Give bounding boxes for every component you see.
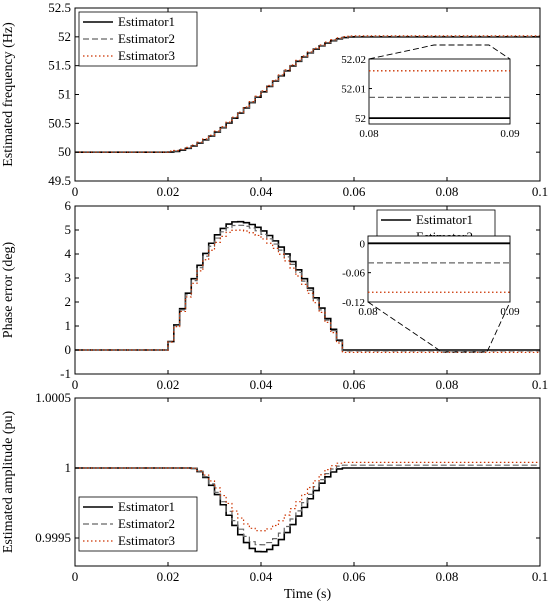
legend-label: Estimator3 xyxy=(118,48,175,63)
zoom-connector xyxy=(367,301,511,353)
legend-label: Estimator1 xyxy=(118,14,175,29)
y-tick-label: 1 xyxy=(65,460,72,475)
legend-box xyxy=(78,496,198,552)
x-tick-label: 0.1 xyxy=(532,184,548,199)
y-tick-label: 0.9995 xyxy=(35,530,71,545)
inset-frame xyxy=(367,235,511,303)
inset-x-tick-label: 0.09 xyxy=(500,306,520,318)
y-tick-label: 1.0005 xyxy=(35,390,71,405)
inset-x-tick-label: 0.08 xyxy=(358,306,378,318)
zoom-inset: 0 -0.06 -0.120.08 0.09 xyxy=(342,235,520,353)
x-tick-label: 0 xyxy=(72,377,79,392)
y-tick-label: 3 xyxy=(65,270,72,285)
series-line-3 xyxy=(75,461,540,532)
legend-label: Estimator2 xyxy=(118,516,175,531)
y-axis-label: Phase error (deg) xyxy=(1,241,16,338)
inset-y-tick-label: -0.06 xyxy=(342,268,365,280)
y-tick-label: 50 xyxy=(58,144,71,159)
y-tick-label: 49.5 xyxy=(48,173,71,188)
y-tick-label: 51.5 xyxy=(48,58,71,73)
inset-frame xyxy=(368,58,511,125)
series-line-2 xyxy=(75,224,540,352)
x-tick-label: 0.04 xyxy=(250,377,273,392)
series-line-3 xyxy=(75,35,540,153)
y-tick-label: -1 xyxy=(60,366,71,381)
x-tick-label: 0.04 xyxy=(250,184,273,199)
inset-y-tick-label: 52.02 xyxy=(341,54,366,66)
plot-frame xyxy=(74,397,541,567)
series-group xyxy=(75,220,540,353)
series-group xyxy=(75,35,540,153)
series-line-2 xyxy=(75,464,540,546)
y-tick-label: 0 xyxy=(65,342,72,357)
x-tick-label: 0 xyxy=(72,569,79,584)
x-tick-label: 0.08 xyxy=(436,569,459,584)
y-tick-label: 52 xyxy=(58,29,71,44)
chart-panel-3: 0 0.02 0.04 0.06 0.08 0.1 0.9995 1 1.0005 Estimat… xyxy=(1,390,548,602)
y-axis-label: Estimated amplitude (pu) xyxy=(1,411,16,554)
y-tick-label: 1 xyxy=(65,318,72,333)
legend-label: Estimator1 xyxy=(416,212,473,227)
x-tick-label: 0.1 xyxy=(532,377,548,392)
y-axis-label: Estimated frequency (Hz) xyxy=(1,22,16,167)
series-group xyxy=(75,461,540,553)
legend-label: Estimator3 xyxy=(118,533,175,548)
y-tick-label: 52.5 xyxy=(48,0,71,15)
inset-x-tick-label: 0.08 xyxy=(359,128,379,140)
y-tick-label: 4 xyxy=(65,246,72,261)
y-tick-label: 2 xyxy=(65,294,72,309)
inset-y-tick-label: 0 xyxy=(360,238,366,250)
legend-label: Estimator1 xyxy=(118,499,175,514)
x-axis-label: Time (s) xyxy=(284,587,332,602)
inset-y-tick-label: 52.01 xyxy=(341,84,366,96)
x-tick-label: 0.06 xyxy=(343,184,366,199)
x-tick-label: 0.08 xyxy=(436,184,459,199)
inset-x-tick-label: 0.09 xyxy=(500,128,520,140)
inset-y-tick-label: -0.12 xyxy=(342,297,365,309)
legend-label: Estimator2 xyxy=(118,31,175,46)
x-tick-label: 0.06 xyxy=(343,569,366,584)
x-tick-label: 0.1 xyxy=(532,569,548,584)
legend: Estimator1 Estimator2 Estimator3 xyxy=(78,11,198,67)
legend: Estimator1 Estimator2 Estimator3 xyxy=(78,496,198,552)
x-tick-label: 0.02 xyxy=(157,377,180,392)
y-tick-label: 50.5 xyxy=(48,115,71,130)
chart-panel-1: 0 0.02 0.04 0.06 0.08 0.149.55050.55151.55252… xyxy=(1,0,548,199)
x-tick-label: 0.02 xyxy=(157,569,180,584)
inset-y-tick-label: 52 xyxy=(355,113,366,125)
plot-frame xyxy=(74,205,541,375)
x-tick-label: 0.08 xyxy=(436,377,459,392)
zoom-connector xyxy=(368,44,511,60)
legend-box xyxy=(78,11,198,67)
series-line-1 xyxy=(75,220,540,351)
y-tick-label: 6 xyxy=(65,198,72,213)
x-tick-label: 0.06 xyxy=(343,377,366,392)
x-tick-label: 0.04 xyxy=(250,569,273,584)
x-tick-label: 0 xyxy=(72,184,79,199)
x-tick-label: 0.02 xyxy=(157,184,180,199)
y-tick-label: 5 xyxy=(65,222,72,237)
y-tick-label: 51 xyxy=(58,87,71,102)
zoom-inset: 52.02 52.01 52 0.08 0.09 xyxy=(341,44,520,140)
